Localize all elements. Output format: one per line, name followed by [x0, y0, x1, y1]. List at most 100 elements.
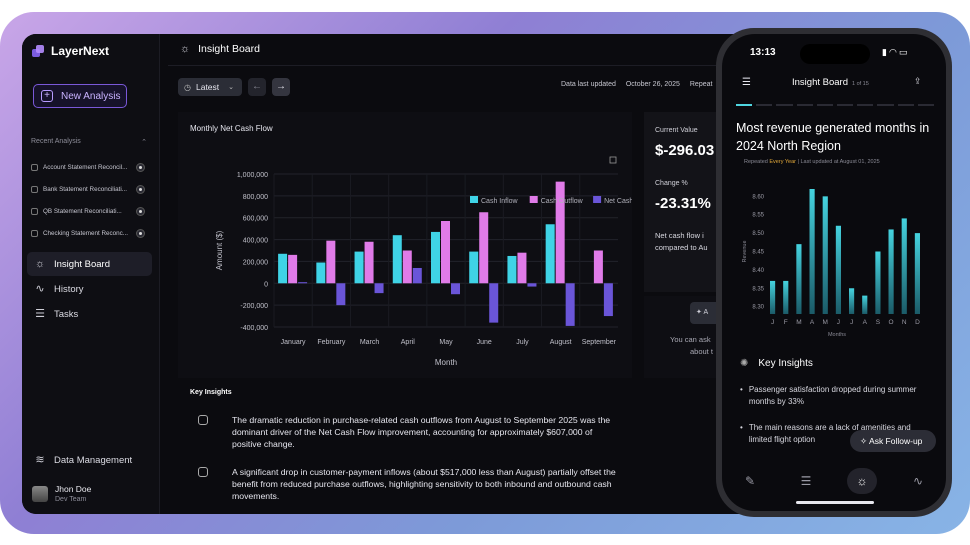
x-tick-label: February: [317, 339, 346, 346]
sidebar-item-tasks[interactable]: ☰ Tasks: [35, 308, 79, 320]
ask-hint: You can ask about t: [670, 335, 713, 356]
tab-history[interactable]: ∿: [903, 468, 933, 494]
bar: [809, 189, 815, 314]
bar: [374, 283, 384, 294]
database-icon: ≋: [35, 454, 45, 466]
change-value: -23.31%: [655, 195, 711, 212]
document-icon: [31, 207, 38, 215]
arrow-left-icon: ←: [252, 81, 262, 92]
insight-item: A significant drop in customer-payment i…: [198, 466, 618, 502]
tab-insight-board[interactable]: ☼: [847, 468, 877, 494]
last-updated-value: October 26, 2025: [625, 81, 680, 88]
y-tick-label: -200,000: [240, 303, 268, 310]
bar: [770, 280, 776, 314]
recent-analysis-list: Account Statement Reconcil... Bank State…: [31, 156, 149, 244]
phone-insight-heading: Most revenue generated months in 2024 No…: [736, 121, 930, 153]
last-updated-label: Data last updated: [561, 81, 616, 88]
x-tick-label: April: [401, 339, 415, 346]
recent-item[interactable]: Bank Statement Reconciliati...: [31, 178, 149, 200]
tab-new[interactable]: ✎: [735, 468, 765, 494]
current-value-label: Current Value: [655, 127, 698, 134]
bar: [862, 295, 868, 314]
y-tick-label: 8.50: [752, 231, 764, 237]
toolbar: ◷ Latest ⌄ ← →: [178, 78, 290, 96]
new-analysis-button[interactable]: + New Analysis: [33, 84, 127, 108]
x-tick-label: J: [837, 319, 840, 326]
x-tick-label: July: [516, 339, 529, 346]
page-title: Insight Board: [198, 43, 260, 55]
ask-follow-up-button[interactable]: ✧ Ask Follow-up: [850, 430, 936, 452]
sidebar-item-history[interactable]: ∿ History: [35, 283, 84, 295]
recent-analysis-label: Recent Analysis: [31, 138, 81, 145]
current-value: $-296.03: [655, 142, 715, 159]
y-axis-label: Amount ($): [215, 230, 224, 270]
sidebar-item-insight-board[interactable]: ☼ Insight Board: [27, 252, 152, 276]
legend-swatch: [593, 196, 602, 203]
x-tick-label: August: [550, 339, 572, 346]
bar: [479, 212, 489, 284]
latest-dropdown[interactable]: ◷ Latest ⌄: [178, 78, 242, 96]
bar: [298, 282, 308, 284]
x-tick-label: A: [810, 319, 815, 326]
bar: [431, 231, 440, 284]
share-icon[interactable]: ⇪: [914, 76, 922, 86]
phone-header: ☰ Insight Board 1 of 15 ⇪: [722, 73, 946, 95]
kpi-panel: Current Value $-296.03 Change % -23.31% …: [644, 112, 728, 292]
new-analysis-label: New Analysis: [61, 90, 121, 102]
battery-icon: ▭: [898, 47, 910, 57]
bar: [441, 220, 450, 284]
legend-label: Net Cash Flow: [604, 198, 632, 205]
change-label: Change %: [655, 180, 688, 187]
recent-analysis-header[interactable]: Recent Analysis ⌃: [31, 138, 147, 146]
signal-icon: ▮: [882, 47, 889, 57]
bar: [527, 283, 537, 287]
phone-mockup: 13:13 ▮◠▭ ☰ Insight Board 1 of 15 ⇪ Most …: [716, 28, 952, 517]
list-item: • Passenger satisfaction dropped during s…: [740, 385, 917, 406]
clock-icon: ◷: [184, 82, 191, 92]
recent-item[interactable]: Account Statement Reconcil...: [31, 156, 149, 178]
sidebar-item-data-management[interactable]: ≋ Data Management: [35, 454, 133, 466]
sparkle-icon: ✧: [860, 436, 868, 446]
x-tick-label: O: [889, 319, 894, 326]
x-tick-label: M: [796, 319, 801, 326]
recent-item[interactable]: QB Statement Reconciliati...: [31, 200, 149, 222]
bar: [603, 283, 613, 317]
sparkle-icon: ✦: [696, 309, 702, 316]
bar: [469, 251, 479, 284]
menu-icon[interactable]: ☰: [742, 77, 751, 88]
x-tick-label: J: [850, 319, 853, 326]
x-tick-label: A: [863, 319, 868, 326]
app-logo[interactable]: LayerNext: [32, 44, 109, 58]
x-tick-label: S: [876, 319, 881, 326]
wifi-icon: ◠: [888, 47, 899, 57]
y-tick-label: 8.40: [752, 268, 764, 274]
bar: [565, 283, 575, 326]
bar: [835, 225, 841, 314]
tab-tasks[interactable]: ☰: [791, 468, 821, 494]
bar: [364, 241, 374, 284]
y-tick-label: 600,000: [243, 216, 268, 223]
next-button[interactable]: →: [272, 78, 290, 96]
avatar: [32, 485, 48, 502]
lightbulb-icon: ☼: [856, 474, 868, 488]
y-tick-label: 1,000,000: [237, 172, 268, 179]
recent-item[interactable]: Checking Statement Reconc...: [31, 222, 149, 244]
chart-card: Monthly Net Cash Flow 1,000,000 800,000 60…: [178, 112, 632, 378]
y-tick-label: 200,000: [243, 259, 268, 266]
bar: [354, 251, 364, 284]
user-profile[interactable]: Jhon Doe Dev Team: [32, 484, 91, 503]
lightbulb-icon: [198, 415, 208, 425]
legend-swatch: [470, 196, 478, 203]
bar: [822, 196, 828, 314]
app-name: LayerNext: [51, 44, 110, 58]
revenue-chart: 8.60 8.55 8.50 8.45 8.40 8.35 8.30 J F M A M J J A S O N D…: [742, 189, 920, 338]
tasks-icon: ☰: [35, 308, 45, 320]
phone-insight-meta: Repeated Every Year | Last updated at Au…: [744, 159, 880, 165]
key-insights-heading: Key Insights: [190, 389, 232, 396]
tasks-icon: ☰: [800, 474, 812, 488]
y-tick-label: 400,000: [243, 238, 268, 245]
sidebar-nav: ☼ Insight Board ∿ History ☰ Tasks: [27, 252, 152, 327]
document-icon: [31, 229, 38, 237]
y-tick-label: 8.30: [752, 305, 764, 311]
previous-button[interactable]: ←: [248, 78, 266, 96]
